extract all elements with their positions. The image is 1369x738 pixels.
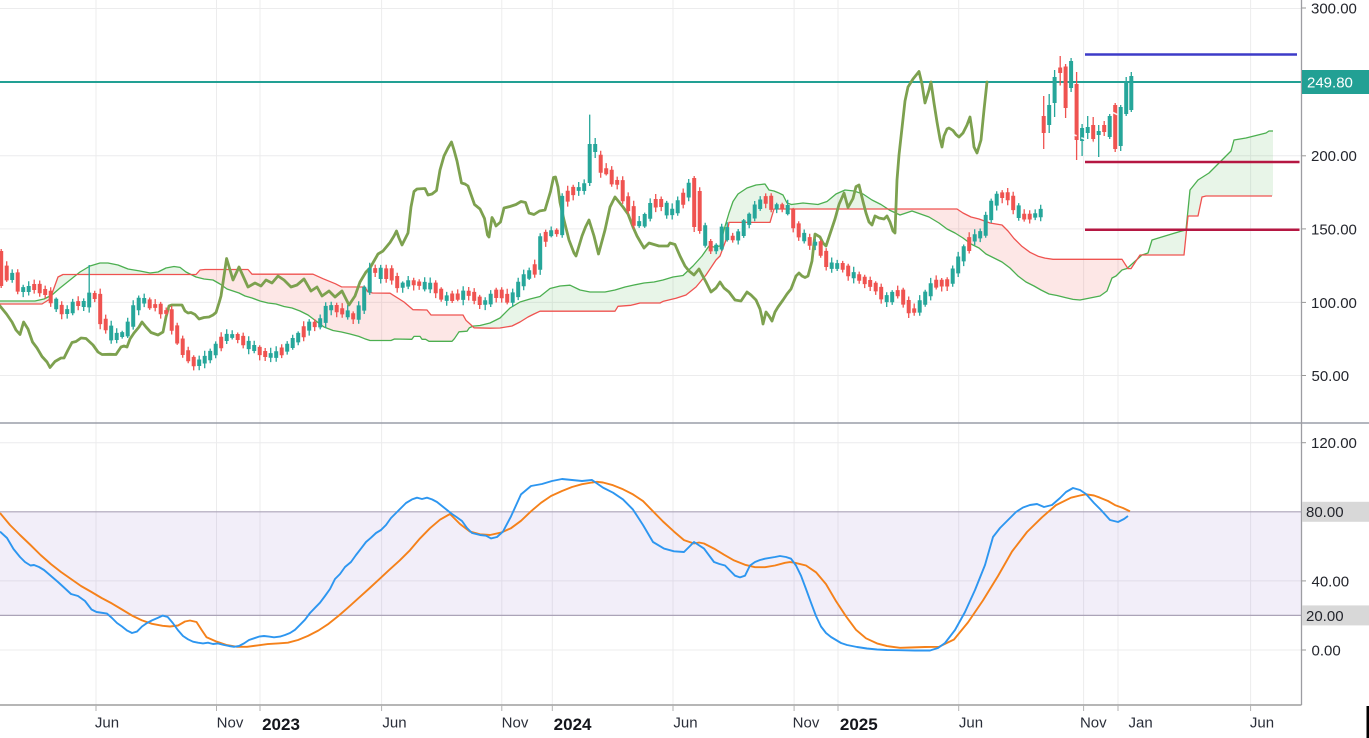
svg-text:Jun: Jun — [382, 714, 406, 731]
svg-text:20.00: 20.00 — [1306, 608, 1344, 625]
svg-text:249.80: 249.80 — [1307, 74, 1353, 91]
svg-text:Nov: Nov — [793, 714, 820, 731]
svg-text:120.00: 120.00 — [1311, 435, 1357, 452]
svg-text:Jun: Jun — [1250, 714, 1274, 731]
svg-text:0.00: 0.00 — [1312, 642, 1341, 659]
svg-text:40.00: 40.00 — [1312, 573, 1350, 590]
svg-text:50.00: 50.00 — [1312, 368, 1350, 385]
svg-text:Nov: Nov — [1080, 714, 1107, 731]
svg-text:300.00: 300.00 — [1311, 0, 1357, 17]
svg-text:100.00: 100.00 — [1311, 295, 1357, 312]
svg-text:2025: 2025 — [840, 715, 878, 734]
svg-text:Jun: Jun — [673, 714, 697, 731]
svg-text:150.00: 150.00 — [1311, 221, 1357, 238]
svg-text:Nov: Nov — [217, 714, 244, 731]
svg-text:Jun: Jun — [959, 714, 983, 731]
svg-text:2024: 2024 — [554, 715, 592, 734]
svg-text:200.00: 200.00 — [1311, 148, 1357, 165]
svg-text:80.00: 80.00 — [1306, 504, 1344, 521]
svg-text:2023: 2023 — [262, 715, 300, 734]
svg-text:Jan: Jan — [1129, 714, 1153, 731]
svg-text:Nov: Nov — [502, 714, 529, 731]
svg-text:Jun: Jun — [95, 714, 119, 731]
